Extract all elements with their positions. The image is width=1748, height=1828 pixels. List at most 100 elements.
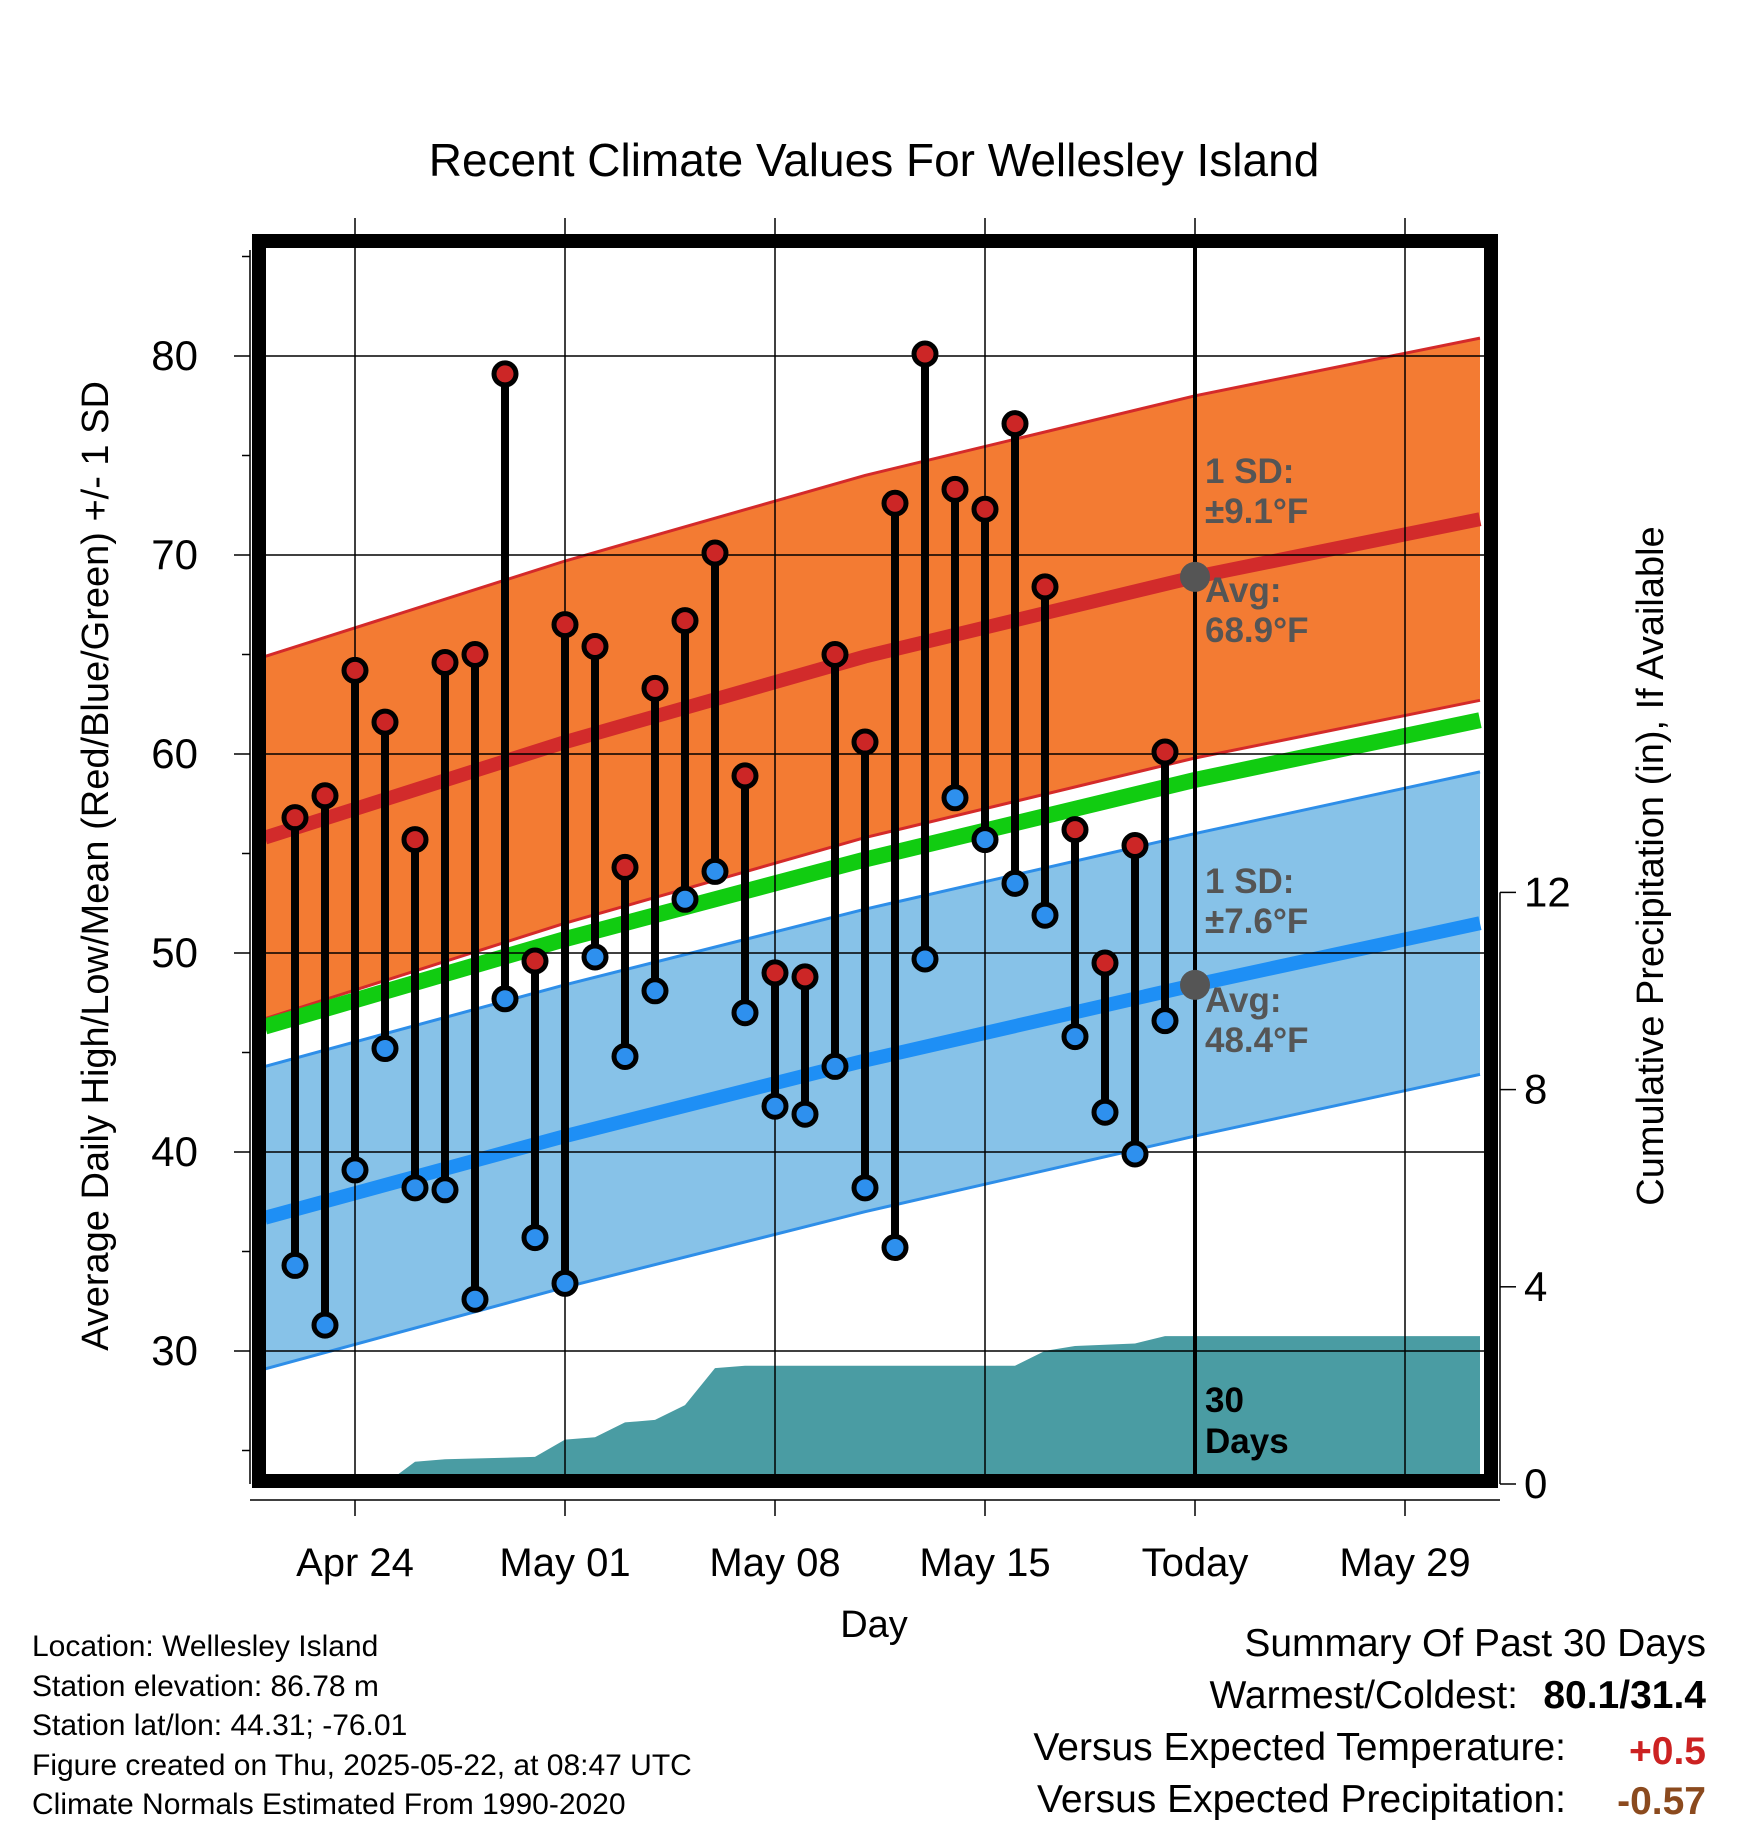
y2-tick-label: 0 — [1524, 1460, 1547, 1507]
summary-warmest-value: 80.1/31.4 — [1543, 1674, 1706, 1717]
daily-high-point — [1001, 410, 1029, 438]
axes: 30 40 50 60 70 80 0 4 8 12 Apr 24 May 01 May 08 May 1… — [151, 218, 1571, 1585]
daily-high-point — [1031, 573, 1059, 601]
daily-low-point — [521, 1224, 549, 1252]
x-tick-label: May 08 — [709, 1541, 840, 1585]
daily-high-point — [701, 539, 729, 567]
daily-low-point — [1001, 869, 1029, 897]
daily-high-point — [1151, 738, 1179, 766]
y2-axis-label: Cumulative Precipitation (in), If Availa… — [1630, 526, 1672, 1205]
daily-high-point — [671, 607, 699, 635]
daily-low-point — [641, 977, 669, 1005]
summary-warmest-label: Warmest/Coldest: — [1209, 1674, 1518, 1717]
daily-low-point — [461, 1285, 489, 1313]
daily-high-point — [461, 641, 489, 668]
y-tick-label: 80 — [151, 332, 198, 379]
daily-low-point — [911, 945, 939, 973]
daily-high-point — [491, 360, 519, 388]
daily-low-point — [731, 999, 759, 1027]
daily-high-point — [911, 340, 939, 368]
daily-low-point — [1031, 901, 1059, 929]
daily-low-point — [821, 1052, 849, 1080]
high-sd-value: ±9.1°F — [1205, 492, 1308, 531]
high-avg-value: 68.9°F — [1205, 611, 1309, 650]
daily-high-point — [311, 782, 339, 810]
info-elevation: Station elevation: 86.78 m — [32, 1670, 379, 1703]
y-tick-label: 70 — [151, 531, 198, 578]
y-tick-label: 40 — [151, 1128, 198, 1175]
low-sd-lower-edge — [265, 1072, 1481, 1371]
x-tick-label: Today — [1142, 1541, 1249, 1585]
today-high-avg-marker — [1180, 561, 1210, 592]
plot-frame — [252, 234, 1498, 1488]
x-tick-label: Apr 24 — [296, 1541, 414, 1585]
days-unit: Days — [1205, 1422, 1289, 1461]
daily-low-point — [281, 1251, 309, 1279]
daily-low-point — [431, 1176, 459, 1204]
daily-low-point — [701, 857, 729, 885]
daily-low-point — [341, 1156, 369, 1184]
high-avg-label: Avg: — [1205, 571, 1281, 610]
x-tick-label: May 29 — [1339, 1541, 1470, 1585]
daily-low-point — [551, 1269, 579, 1297]
summary-precip-label: Versus Expected Precipitation: — [1037, 1778, 1566, 1821]
daily-low-point — [971, 826, 999, 854]
y2-tick-label: 12 — [1524, 868, 1571, 915]
daily-high-point — [611, 853, 639, 881]
daily-high-point — [761, 959, 789, 987]
daily-high-point — [941, 475, 969, 503]
info-location: Location: Wellesley Island — [32, 1630, 379, 1663]
daily-high-point — [1061, 816, 1089, 844]
daily-high-point — [551, 611, 579, 639]
info-normals: Climate Normals Estimated From 1990-2020 — [32, 1788, 626, 1821]
daily-low-point — [581, 943, 609, 971]
days-count: 30 — [1205, 1381, 1244, 1420]
y-tick-label: 30 — [151, 1327, 198, 1374]
y2-tick-label: 4 — [1524, 1263, 1547, 1310]
low-avg-label: Avg: — [1205, 981, 1281, 1020]
daily-low-point — [881, 1234, 909, 1262]
daily-high-point — [401, 826, 429, 854]
daily-low-point — [401, 1174, 429, 1202]
info-latlon: Station lat/lon: 44.31; -76.01 — [32, 1709, 408, 1742]
daily-low-point — [611, 1042, 639, 1070]
y-axis-label: Average Daily High/Low/Mean (Red/Blue/Gr… — [75, 381, 117, 1351]
high-mean-line — [265, 512, 1482, 845]
daily-low-point — [941, 784, 969, 812]
daily-high-point — [431, 648, 459, 676]
high-sd-upper-edge — [265, 336, 1481, 658]
low-sd-value: ±7.6°F — [1205, 902, 1308, 941]
x-tick-label: May 15 — [919, 1541, 1050, 1585]
daily-low-point — [1121, 1140, 1149, 1168]
low-sd-label: 1 SD: — [1205, 862, 1294, 901]
daily-high-point — [1091, 949, 1119, 977]
daily-high-point — [821, 641, 849, 668]
daily-high-point — [971, 495, 999, 523]
daily-low-point — [791, 1100, 819, 1128]
x-axis-label: Day — [840, 1604, 908, 1646]
daily-high-point — [881, 489, 909, 517]
daily-high-point — [521, 947, 549, 975]
y2-tick-label: 8 — [1524, 1066, 1547, 1113]
daily-low-point — [1061, 1023, 1089, 1051]
daily-low-point — [671, 885, 699, 913]
daily-high-point — [371, 708, 399, 736]
daily-low-point — [851, 1174, 879, 1202]
daily-high-point — [851, 728, 879, 756]
daily-high-point — [341, 656, 369, 684]
daily-high-point — [281, 804, 309, 832]
daily-low-point — [1091, 1098, 1119, 1126]
summary-precip-value: -0.57 — [1617, 1780, 1706, 1823]
daily-low-point — [1151, 1007, 1179, 1035]
daily-high-point — [581, 633, 609, 661]
daily-low-point — [491, 985, 519, 1013]
high-sd-label: 1 SD: — [1205, 452, 1294, 491]
y-tick-label: 50 — [151, 929, 198, 976]
today-low-avg-marker — [1180, 969, 1210, 1000]
precip-area — [397, 1336, 1480, 1475]
info-created: Figure created on Thu, 2025-05-22, at 08… — [32, 1749, 692, 1782]
summary-temp-value: +0.5 — [1629, 1730, 1706, 1773]
low-avg-value: 48.4°F — [1205, 1021, 1309, 1060]
